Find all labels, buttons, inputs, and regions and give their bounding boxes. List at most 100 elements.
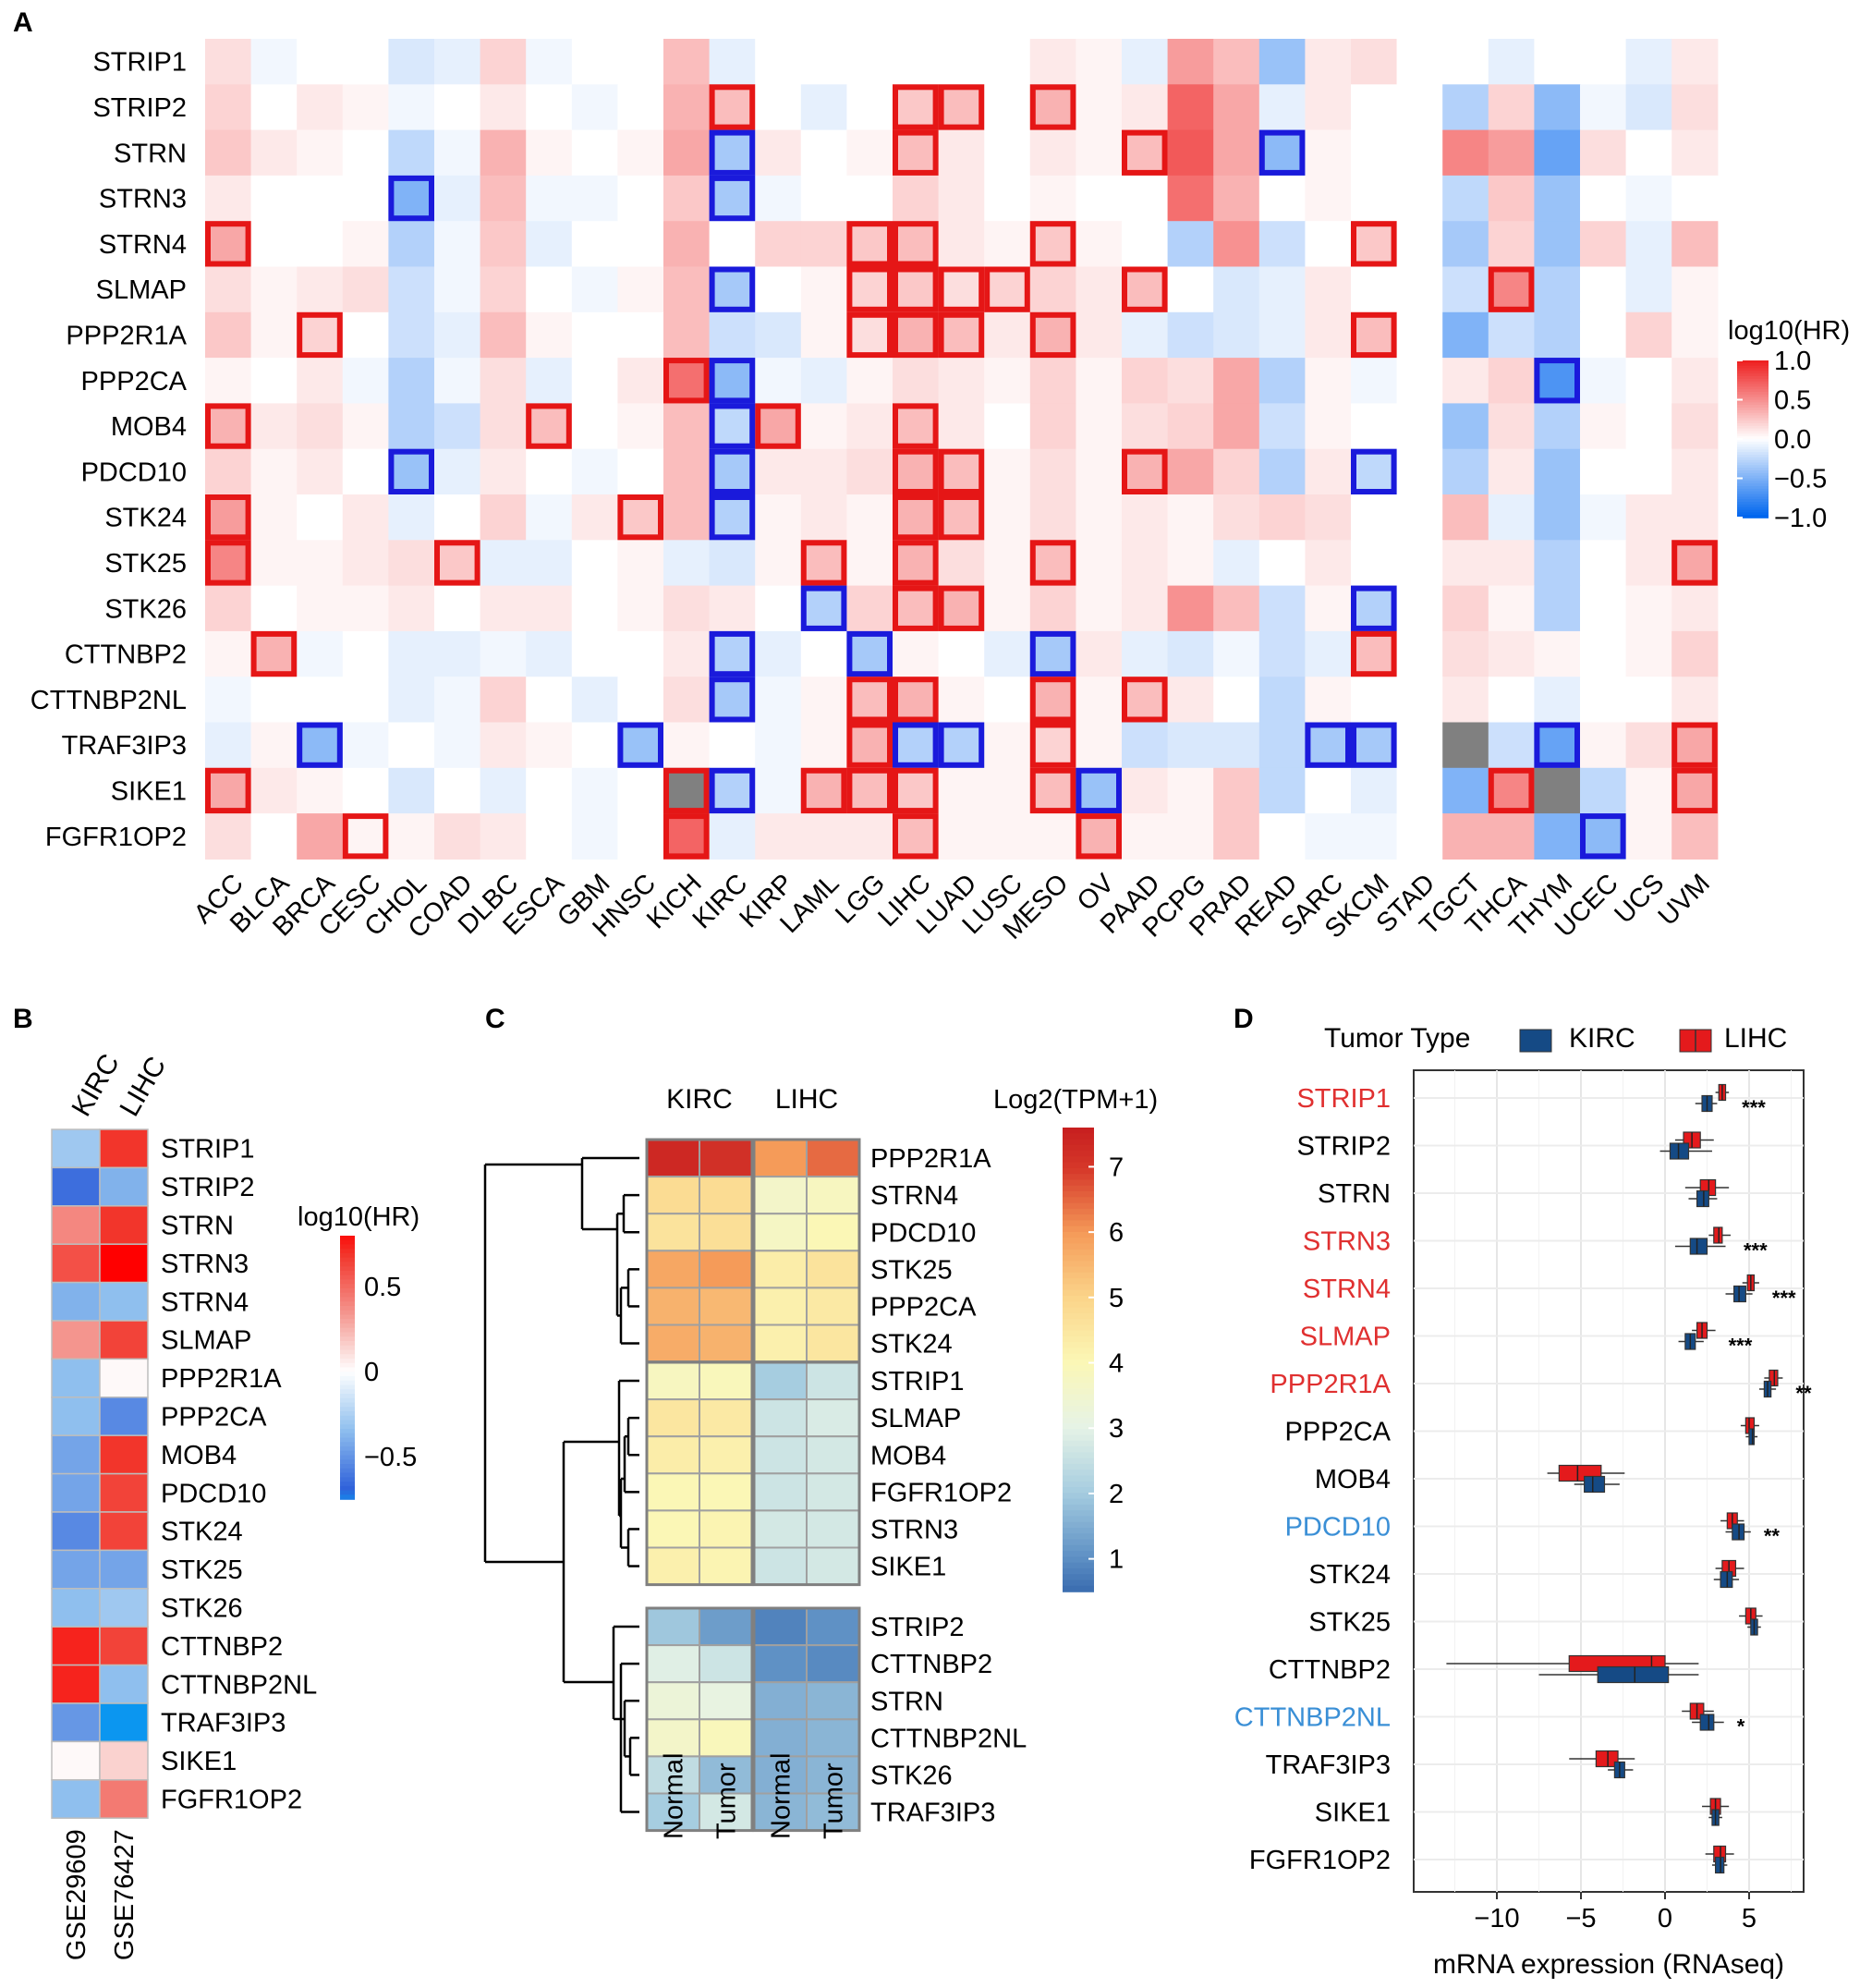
heatmap-cell: [1076, 358, 1123, 404]
legend-gradient-step: [1063, 1510, 1094, 1518]
legend-gradient-step: [1737, 362, 1769, 367]
row-label: MOB4: [111, 412, 187, 442]
heatmap-cell: [51, 1511, 101, 1552]
row-label: STRN: [870, 1687, 943, 1716]
heatmap-cell: [526, 767, 573, 814]
heatmap-cell: [709, 722, 756, 769]
heatmap-cell: [1029, 175, 1076, 222]
heatmap-cell: [1534, 403, 1581, 450]
heatmap-cell: [753, 1607, 808, 1647]
heatmap-cell: [753, 1398, 808, 1438]
heatmap-cell: [699, 1644, 753, 1684]
heatmap-cell: [1122, 403, 1169, 450]
heatmap-cell: [699, 1139, 753, 1178]
heatmap-cell: [846, 358, 893, 404]
heatmap-cell: [1258, 311, 1306, 359]
heatmap-cell: [1580, 813, 1627, 860]
significance-box: [205, 494, 251, 541]
heatmap-cell: [99, 1205, 149, 1245]
heatmap-cell: [755, 311, 802, 359]
heatmap-cell: [205, 311, 252, 359]
box-kirc: [1689, 1238, 1708, 1255]
heatmap-cell: [480, 448, 527, 495]
legend-gradient-step: [340, 1359, 355, 1364]
significance-box: [984, 266, 1030, 312]
heatmap-cell: [709, 39, 756, 85]
heatmap-cell: [1442, 129, 1489, 177]
legend-gradient-step: [340, 1415, 355, 1421]
heatmap-cell: [617, 84, 664, 131]
significance-box: [938, 494, 985, 541]
heatmap-cell: [753, 1287, 808, 1326]
heatmap-cell: [1351, 221, 1398, 268]
legend-gradient-step: [1063, 1174, 1094, 1181]
heatmap-cell: [342, 266, 389, 313]
heatmap-cell: [1029, 540, 1076, 587]
legend-gradient-step: [1737, 509, 1769, 514]
heatmap-cell: [800, 39, 847, 85]
legend-label: KIRC: [1569, 1023, 1635, 1054]
heatmap-cell: [1488, 540, 1535, 587]
heatmap-cell: [1396, 813, 1443, 860]
heatmap-cell: [1076, 311, 1123, 359]
legend-gradient-step: [340, 1279, 355, 1286]
legend-gradient-step: [1063, 1208, 1094, 1215]
heatmap-cell: [388, 585, 435, 632]
heatmap-cell: [1076, 448, 1123, 495]
row-label: STK25: [161, 1555, 243, 1585]
heatmap-cell: [1580, 266, 1627, 313]
row-label: STRN3: [870, 1515, 958, 1544]
heatmap-cell: [526, 813, 573, 860]
heatmap-cell: [1534, 84, 1581, 131]
significance-box: [1351, 722, 1397, 768]
legend-gradient-step: [1737, 472, 1769, 477]
heatmap-cell: [434, 39, 481, 85]
heatmap-cell: [571, 129, 618, 177]
heatmap-cell: [663, 221, 711, 268]
heatmap-cell: [1625, 722, 1672, 769]
heatmap-cell: [699, 1755, 753, 1795]
heatmap-cell: [526, 630, 573, 677]
legend-gradient-step: [340, 1292, 355, 1299]
heatmap-cell: [1076, 266, 1123, 313]
heatmap-cell: [99, 1702, 149, 1743]
heatmap-cell: [846, 540, 893, 587]
heatmap-cell: [1305, 677, 1352, 724]
significance-box: [893, 311, 939, 359]
heatmap-cell: [846, 311, 893, 359]
heatmap-cell: [1305, 540, 1352, 587]
legend-gradient-step: [1063, 1423, 1094, 1431]
significance-mark: ***: [1742, 1096, 1766, 1119]
cluster-outline: [645, 1360, 754, 1587]
heatmap-cell: [526, 221, 573, 268]
heatmap-cell: [1671, 84, 1719, 131]
heatmap-cell: [1580, 448, 1627, 495]
heatmap-cell: [526, 677, 573, 724]
heatmap-cell: [205, 494, 252, 541]
significance-box: [434, 540, 480, 586]
heatmap-cell: [297, 813, 344, 860]
legend-tick-label: 0.5: [1774, 386, 1811, 416]
heatmap-cell: [297, 722, 344, 769]
heatmap-cell: [984, 540, 1031, 587]
heatmap-cell: [1671, 39, 1719, 85]
heatmap-cell: [663, 311, 711, 359]
cluster-outline: [752, 1606, 861, 1833]
significance-box: [1029, 722, 1076, 768]
heatmap-cell: [1351, 266, 1398, 313]
legend-gradient-step: [340, 1397, 355, 1404]
significance-box: [893, 266, 939, 312]
legend-gradient-step: [340, 1494, 355, 1500]
heatmap-cell: [755, 358, 802, 404]
legend-gradient-step: [1737, 491, 1769, 495]
heatmap-cell: [1396, 84, 1443, 131]
legend-tick-label: 2: [1109, 1480, 1124, 1509]
heatmap-cell: [1076, 175, 1123, 222]
heatmap-cell: [1213, 358, 1260, 404]
heatmap-cell: [699, 1472, 753, 1512]
heatmap-cell: [984, 311, 1031, 359]
legend-gradient-step: [1063, 1516, 1094, 1523]
heatmap-cell: [205, 677, 252, 724]
heatmap-cell: [1580, 221, 1627, 268]
heatmap-cell: [434, 311, 481, 359]
